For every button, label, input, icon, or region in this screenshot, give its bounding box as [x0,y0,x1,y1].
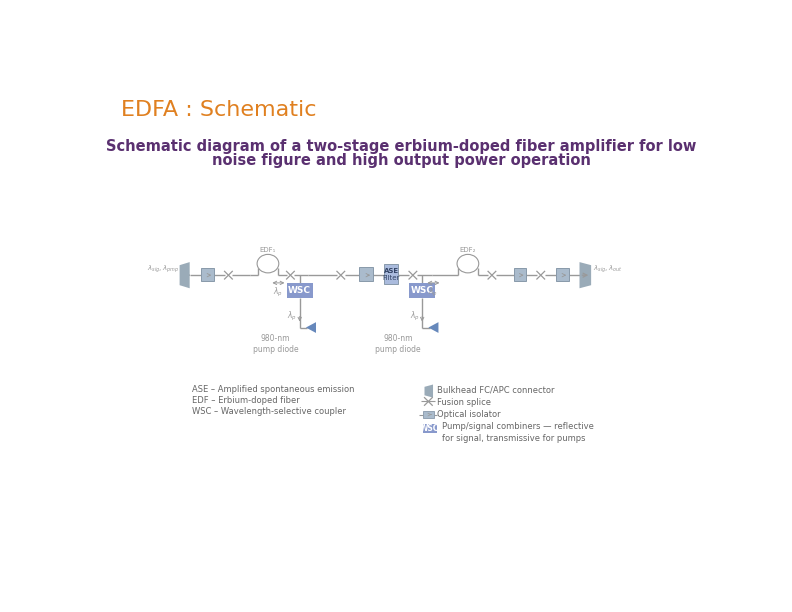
Text: Filter: Filter [383,275,400,282]
Text: Fusion splice: Fusion splice [437,398,491,406]
FancyBboxPatch shape [384,264,398,285]
Text: 980-nm
pump diode: 980-nm pump diode [253,334,299,354]
FancyBboxPatch shape [556,268,569,280]
Text: $\lambda_{sig},\lambda_{pmp}$: $\lambda_{sig},\lambda_{pmp}$ [147,263,179,275]
Polygon shape [580,262,591,288]
Text: Schematic diagram of a two-stage erbium-doped fiber amplifier for low: Schematic diagram of a two-stage erbium-… [106,139,696,154]
Text: Optical isolator: Optical isolator [437,410,501,419]
FancyBboxPatch shape [423,411,434,419]
FancyBboxPatch shape [423,424,437,433]
Text: $\lambda_p$: $\lambda_p$ [409,310,420,323]
Polygon shape [428,322,439,333]
Text: EDF₁: EDF₁ [260,247,276,253]
Text: WSC: WSC [288,286,311,295]
Polygon shape [306,322,316,333]
FancyBboxPatch shape [514,268,526,280]
Text: ASE – Amplified spontaneous emission: ASE – Amplified spontaneous emission [192,386,355,394]
Text: noise figure and high output power operation: noise figure and high output power opera… [211,153,591,168]
Text: $\lambda_p$: $\lambda_p$ [273,286,283,299]
Text: WSC: WSC [421,424,440,433]
FancyBboxPatch shape [359,267,372,282]
Text: EDFA : Schematic: EDFA : Schematic [120,100,316,121]
FancyBboxPatch shape [287,283,313,298]
Text: $\lambda_p$: $\lambda_p$ [287,310,298,323]
Text: Bulkhead FC/APC connector: Bulkhead FC/APC connector [437,386,554,394]
Text: WSC: WSC [411,286,434,295]
Text: EDF₂: EDF₂ [459,247,476,253]
Text: WSC – Wavelength-selective coupler: WSC – Wavelength-selective coupler [192,407,346,416]
Text: EDF – Erbium-doped fiber: EDF – Erbium-doped fiber [192,396,299,405]
Polygon shape [180,262,189,288]
FancyBboxPatch shape [409,283,436,298]
Text: ASE: ASE [383,268,398,274]
Text: Pump/signal combiners — reflective
for signal, transmissive for pumps: Pump/signal combiners — reflective for s… [442,422,593,443]
Text: $\lambda_{sig},\lambda_{out}$: $\lambda_{sig},\lambda_{out}$ [593,263,623,275]
Text: 980-nm
pump diode: 980-nm pump diode [375,334,421,354]
Polygon shape [425,384,433,398]
FancyBboxPatch shape [201,268,214,280]
Text: $\lambda_p$: $\lambda_p$ [428,286,438,299]
